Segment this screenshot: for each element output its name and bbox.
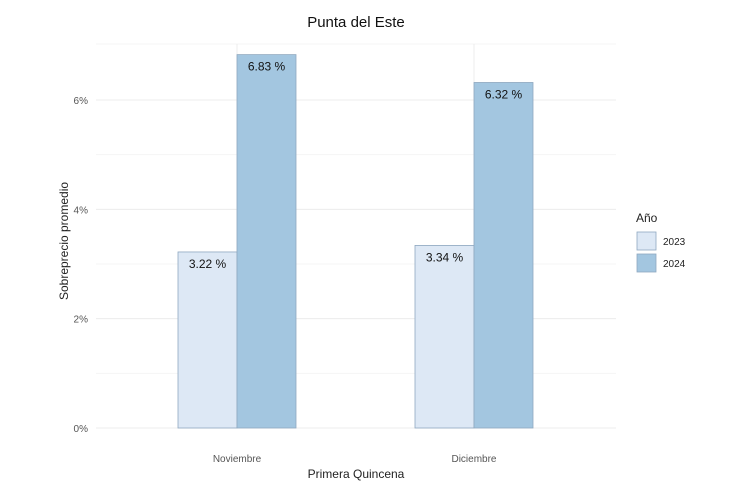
x-tick-label: Diciembre [451, 454, 496, 465]
legend-title: Año [636, 211, 658, 225]
bar-2023 [177, 251, 238, 429]
bar-value-label: 3.22 % [189, 257, 227, 271]
bars [177, 54, 534, 429]
bar-2024 [473, 82, 534, 429]
y-tick-label: 0% [74, 424, 89, 435]
data-labels: 3.22 % 6.83 % 3.34 % 6.32 % [189, 60, 523, 271]
x-axis-title: Primera Quincena [308, 467, 405, 481]
y-axis-title: Sobreprecio promedio [57, 182, 71, 300]
grid [96, 43, 616, 429]
legend-swatch-2024 [636, 253, 657, 273]
x-tick-label: Noviembre [213, 454, 262, 465]
x-axis-ticks: Noviembre Diciembre [213, 454, 497, 465]
y-tick-label: 6% [74, 96, 89, 107]
y-tick-label: 2% [74, 315, 89, 326]
legend-label: 2024 [663, 259, 686, 270]
bar-value-label: 3.34 % [426, 250, 464, 264]
legend-swatch-2023 [636, 231, 657, 251]
bar-value-label: 6.83 % [248, 60, 286, 74]
bar-2024 [236, 54, 297, 429]
y-tick-label: 4% [74, 205, 89, 216]
bar-2023 [414, 245, 475, 429]
y-axis-ticks: 0% 2% 4% 6% [74, 96, 89, 435]
legend: Año 2023 2024 [636, 211, 686, 273]
legend-label: 2023 [663, 237, 686, 248]
chart-title: Punta del Este [307, 14, 405, 31]
bar-value-label: 6.32 % [485, 87, 523, 101]
